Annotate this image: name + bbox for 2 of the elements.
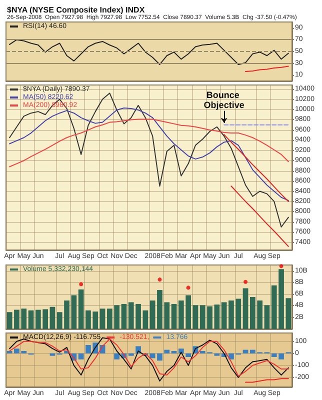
annotation: Bounce Objective bbox=[204, 90, 244, 110]
chart-title: $NYA (NYSE Composite Index) INDX bbox=[7, 6, 146, 14]
